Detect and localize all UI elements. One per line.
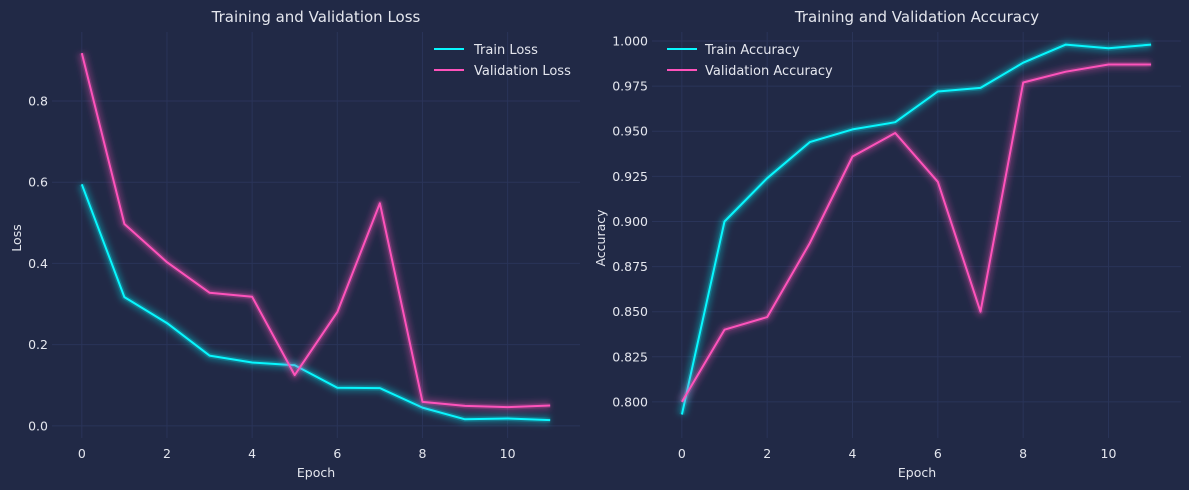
- accuracy-y-tick-label: 0.825: [612, 349, 648, 364]
- accuracy-y-tick-label: 0.875: [612, 259, 648, 274]
- accuracy-y-tick-label: 0.900: [612, 214, 648, 229]
- accuracy-y-tick-label: 0.800: [612, 394, 648, 409]
- loss-x-tick-label: 0: [78, 446, 86, 461]
- accuracy-chart-title: Training and Validation Accuracy: [794, 8, 1039, 26]
- accuracy-y-ticks: 0.800 0.825 0.850 0.875 0.900 0.925 0.950 0.975…: [612, 34, 648, 410]
- accuracy-y-tick-label: 1.000: [612, 34, 648, 49]
- loss-y-tick-label: 0.4: [28, 256, 48, 271]
- loss-x-tick-label: 10: [500, 446, 516, 461]
- accuracy-x-tick-label: 2: [763, 446, 771, 461]
- accuracy-x-tick-label: 10: [1101, 446, 1117, 461]
- loss-y-tick-label: 0.0: [28, 418, 48, 433]
- accuracy-x-tick-label: 6: [934, 446, 942, 461]
- loss-y-tick-label: 0.2: [28, 337, 48, 352]
- accuracy-y-axis-label: Accuracy: [593, 209, 608, 267]
- legend-label-train-loss: Train Loss: [473, 43, 538, 58]
- accuracy-y-tick-label: 0.950: [612, 124, 648, 139]
- loss-x-tick-label: 6: [333, 446, 341, 461]
- legend-label-validation-loss: Validation Loss: [474, 64, 571, 79]
- legend-label-train-accuracy: Train Accuracy: [704, 43, 800, 58]
- accuracy-x-tick-label: 0: [678, 446, 686, 461]
- loss-x-tick-label: 4: [248, 446, 256, 461]
- loss-y-tick-label: 0.6: [28, 175, 48, 190]
- loss-x-axis-label: Epoch: [297, 465, 335, 480]
- loss-y-tick-label: 0.8: [28, 94, 48, 109]
- legend-label-validation-accuracy: Validation Accuracy: [705, 64, 833, 79]
- accuracy-x-tick-label: 4: [849, 446, 857, 461]
- accuracy-x-tick-label: 8: [1019, 446, 1027, 461]
- accuracy-y-tick-label: 0.850: [612, 304, 648, 319]
- loss-y-axis-label: Loss: [9, 224, 24, 251]
- accuracy-y-tick-label: 0.975: [612, 79, 648, 94]
- loss-x-tick-label: 8: [418, 446, 426, 461]
- accuracy-x-axis-label: Epoch: [898, 465, 936, 480]
- accuracy-y-tick-label: 0.925: [612, 169, 648, 184]
- loss-chart-title: Training and Validation Loss: [211, 8, 421, 26]
- loss-x-tick-label: 2: [163, 446, 171, 461]
